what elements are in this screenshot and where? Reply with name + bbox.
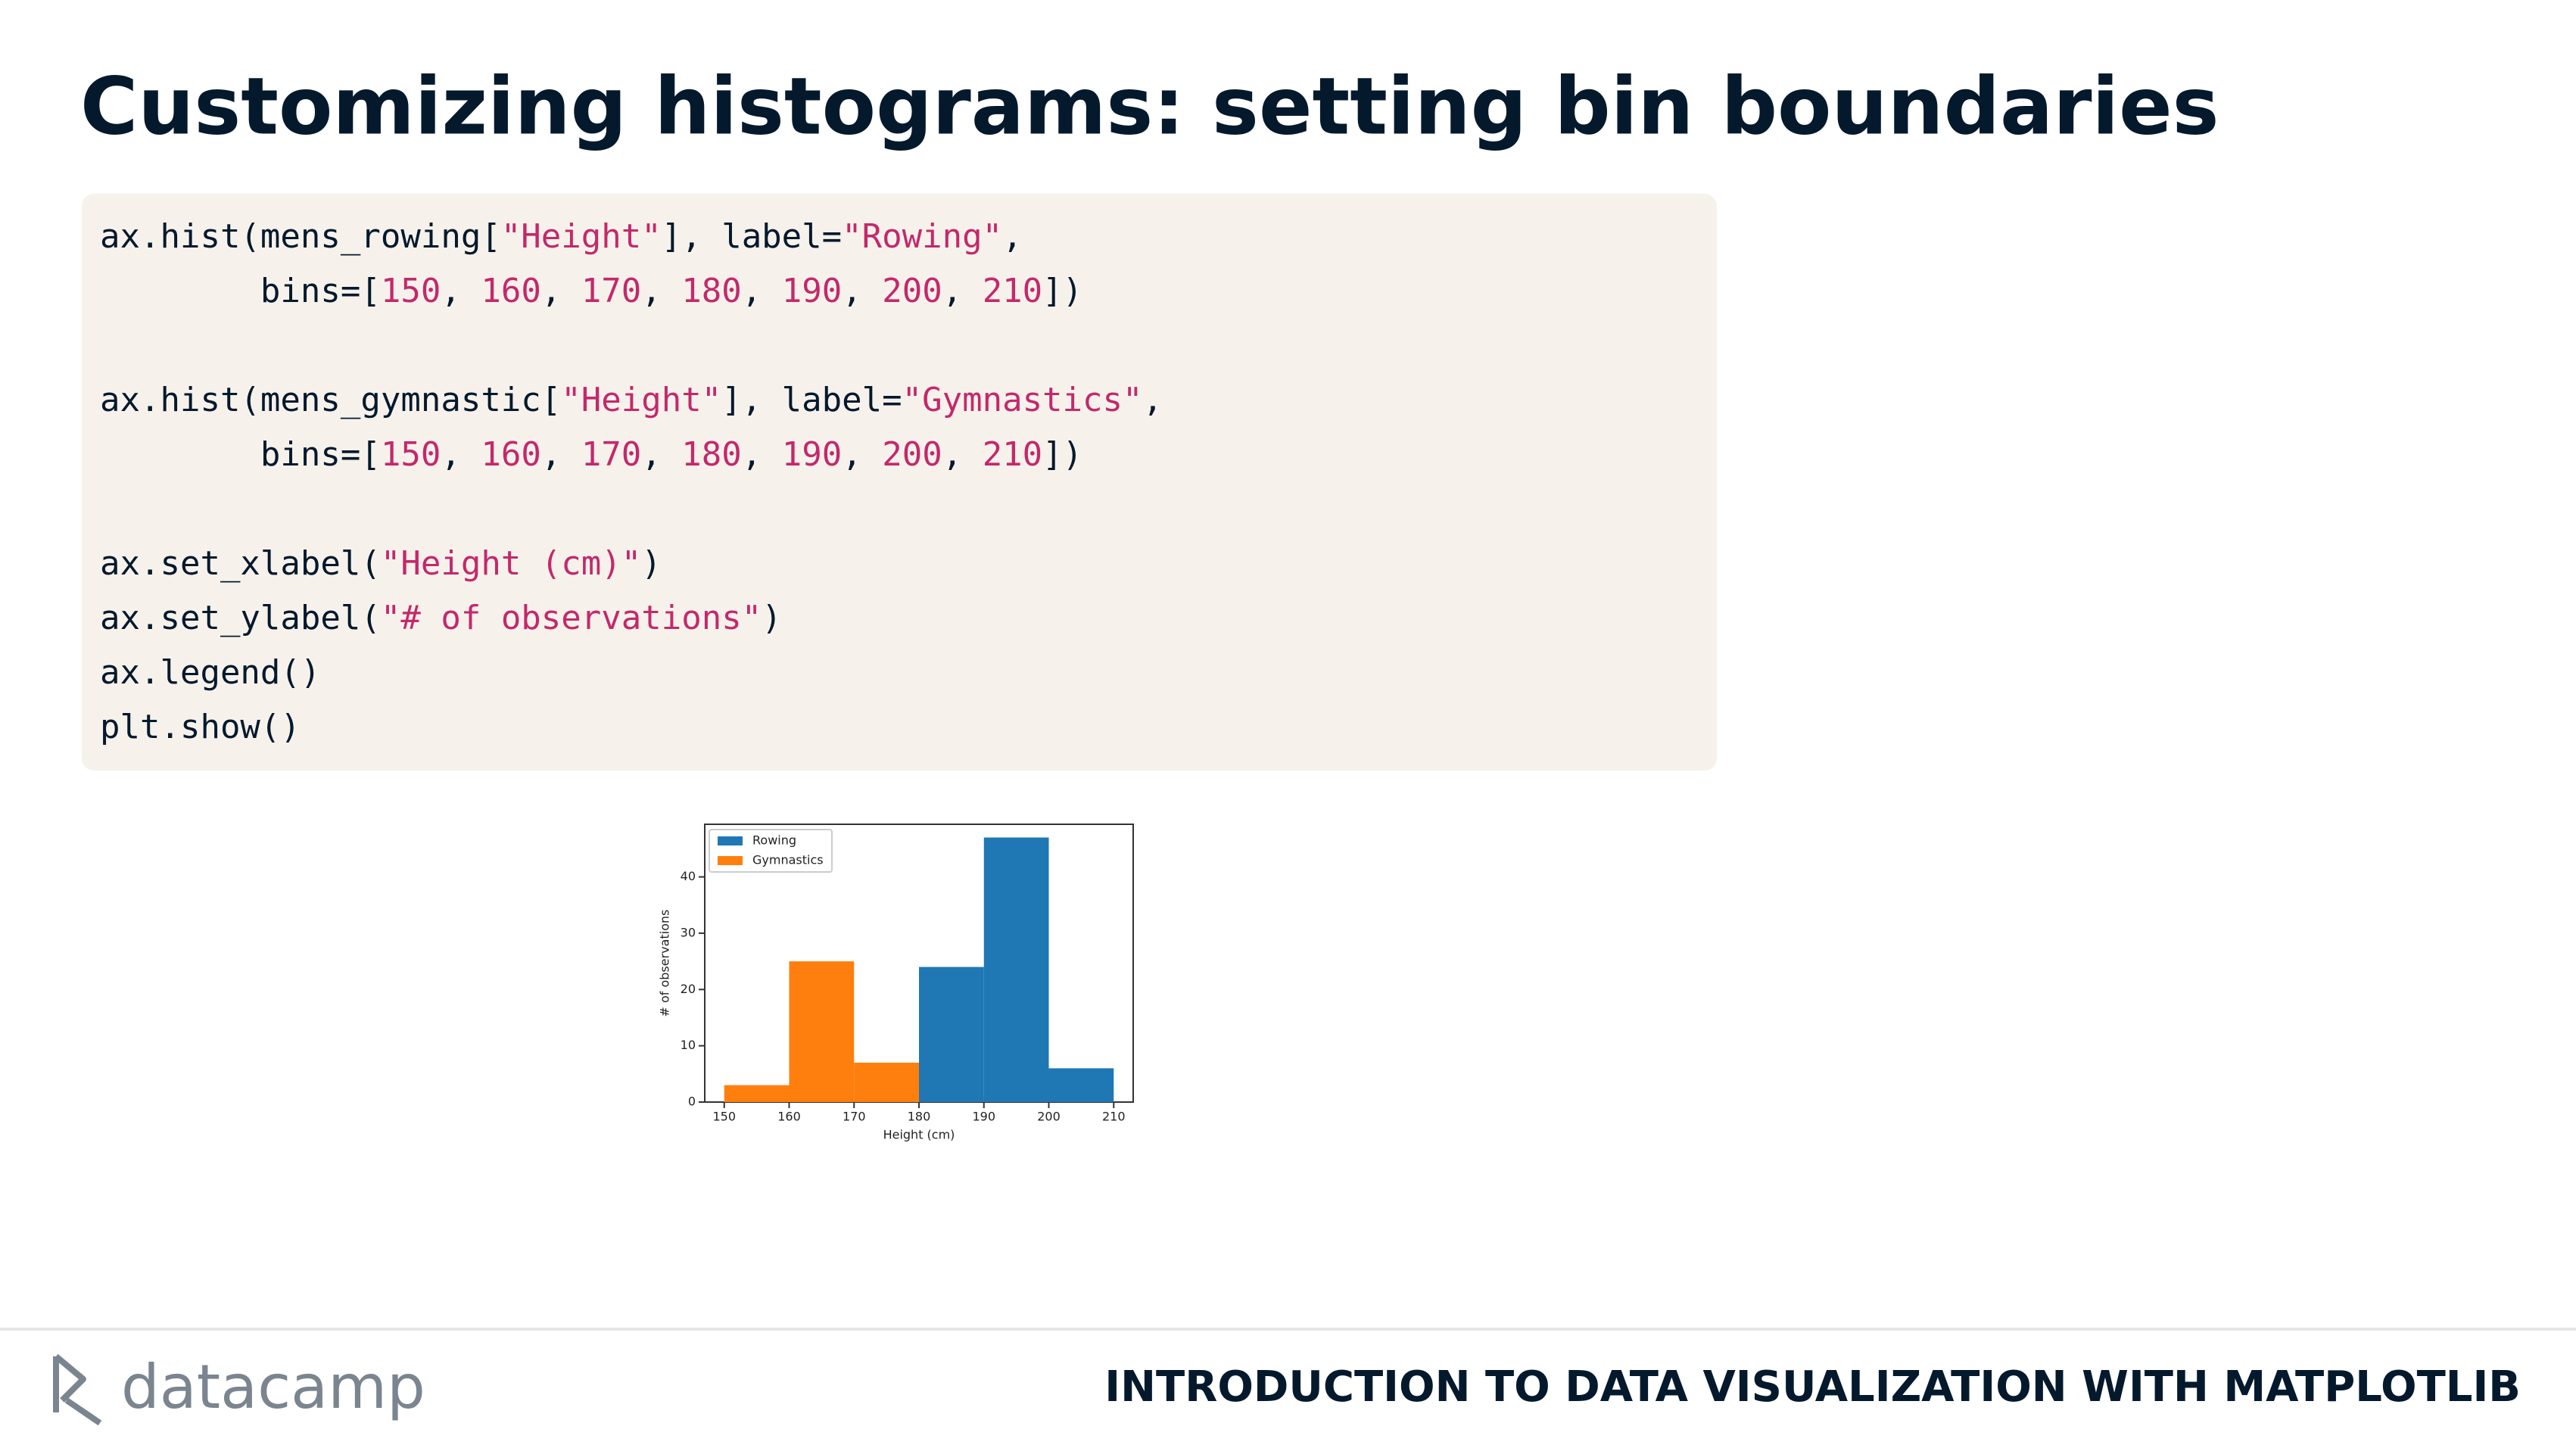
code-token: , (541, 435, 581, 474)
code-token: 150 (381, 435, 441, 474)
code-token: "Height (cm)" (381, 544, 641, 583)
code-token: ], label= (662, 217, 842, 256)
x-tick-label: 160 (777, 1110, 801, 1124)
code-token: , (641, 272, 681, 310)
hist-bar (789, 961, 855, 1102)
legend-swatch (718, 836, 743, 845)
x-tick-label: 170 (843, 1110, 866, 1124)
code-token: , (942, 435, 983, 474)
code-token: "Gymnastics" (902, 381, 1143, 419)
logo-icon (53, 1353, 102, 1426)
code-line: bins=[150, 160, 170, 180, 190, 200, 210]… (100, 272, 1082, 310)
code-token: , (1002, 217, 1023, 256)
code-line: ax.set_ylabel("# of observations") (100, 599, 782, 637)
hist-bar (854, 1062, 919, 1102)
x-tick-label: 150 (712, 1110, 736, 1124)
code-token: 180 (681, 435, 741, 474)
code-token: , (641, 435, 681, 474)
course-title: INTRODUCTION TO DATA VISUALIZATION WITH … (1104, 1362, 2521, 1412)
chart: 150 160 170 180 190 200 210 0 10 20 30 40 Height (cm… (658, 829, 1126, 1142)
y-axis-label: # of observations (658, 910, 672, 1017)
legend-label: Rowing (752, 833, 796, 848)
slide-title: Customizing histograms: setting bin boun… (80, 60, 2219, 152)
code-token: , (842, 272, 882, 310)
y-tick-label: 40 (681, 869, 696, 883)
code-token: ax.hist(mens_rowing[ (100, 217, 501, 256)
hist-bar (919, 967, 984, 1102)
x-tick-label: 210 (1102, 1110, 1126, 1124)
x-axis-label: Height (cm) (883, 1128, 955, 1142)
code-token: 200 (882, 435, 942, 474)
code-token: "# of observations" (381, 599, 762, 637)
code-lines: ax.hist(mens_rowing["Height"], label="Ro… (100, 217, 1163, 746)
y-tick-label: 20 (681, 982, 696, 996)
code-token: 160 (481, 435, 540, 474)
code-token: ) (641, 544, 662, 583)
code-token: 210 (983, 272, 1042, 310)
code-token: ax.hist(mens_gymnastic[ (100, 381, 561, 419)
code-line: bins=[150, 160, 170, 180, 190, 200, 210]… (100, 435, 1082, 474)
code-line: plt.show() (100, 708, 301, 746)
code-token: 170 (581, 272, 641, 310)
legend-swatch (718, 856, 743, 865)
code-token: "Height" (561, 381, 721, 419)
code-token: plt.show() (100, 708, 301, 746)
code-token: , (742, 272, 782, 310)
hist-bar (724, 1085, 790, 1102)
code-token: ]) (1042, 435, 1082, 474)
logo-text: datacamp (121, 1352, 425, 1422)
code-token: 180 (681, 272, 741, 310)
code-token: 200 (882, 272, 942, 310)
code-token: ax.set_ylabel( (100, 599, 381, 637)
y-tick-label: 0 (688, 1094, 696, 1109)
code-token: ]) (1042, 272, 1082, 310)
y-tick-label: 10 (681, 1038, 696, 1052)
code-token: 160 (481, 272, 540, 310)
x-tick-label: 180 (908, 1110, 931, 1124)
code-token: 150 (381, 272, 441, 310)
code-token: , (842, 435, 882, 474)
hist-bar (983, 837, 1049, 1102)
code-token: ax.legend() (100, 653, 320, 692)
y-tick-label: 30 (681, 925, 696, 939)
code-line: ax.set_xlabel("Height (cm)") (100, 544, 662, 583)
code-token: , (742, 435, 782, 474)
code-token: ], label= (721, 381, 902, 419)
legend-label: Gymnastics (752, 853, 824, 867)
code-token: 210 (983, 435, 1042, 474)
code-token: bins=[ (100, 272, 381, 310)
code-token: , (942, 272, 983, 310)
code-token: , (1143, 381, 1163, 419)
code-token: , (441, 272, 481, 310)
code-token: "Rowing" (842, 217, 1002, 256)
code-line: ax.hist(mens_rowing["Height"], label="Ro… (100, 217, 1023, 256)
code-line: ax.legend() (100, 653, 320, 692)
code-token: 170 (581, 435, 641, 474)
code-token: 190 (782, 272, 842, 310)
code-token: , (441, 435, 481, 474)
code-line: ax.hist(mens_gymnastic["Height"], label=… (100, 381, 1163, 419)
code-box (82, 194, 1717, 771)
hist-bar (1048, 1068, 1114, 1102)
x-tick-label: 200 (1037, 1110, 1061, 1124)
code-token: bins=[ (100, 435, 381, 474)
code-token: "Height" (501, 217, 662, 256)
code-token: ) (762, 599, 782, 637)
code-token: ax.set_xlabel( (100, 544, 381, 583)
x-tick-label: 190 (972, 1110, 995, 1124)
code-token: 190 (782, 435, 842, 474)
code-token: , (541, 272, 581, 310)
